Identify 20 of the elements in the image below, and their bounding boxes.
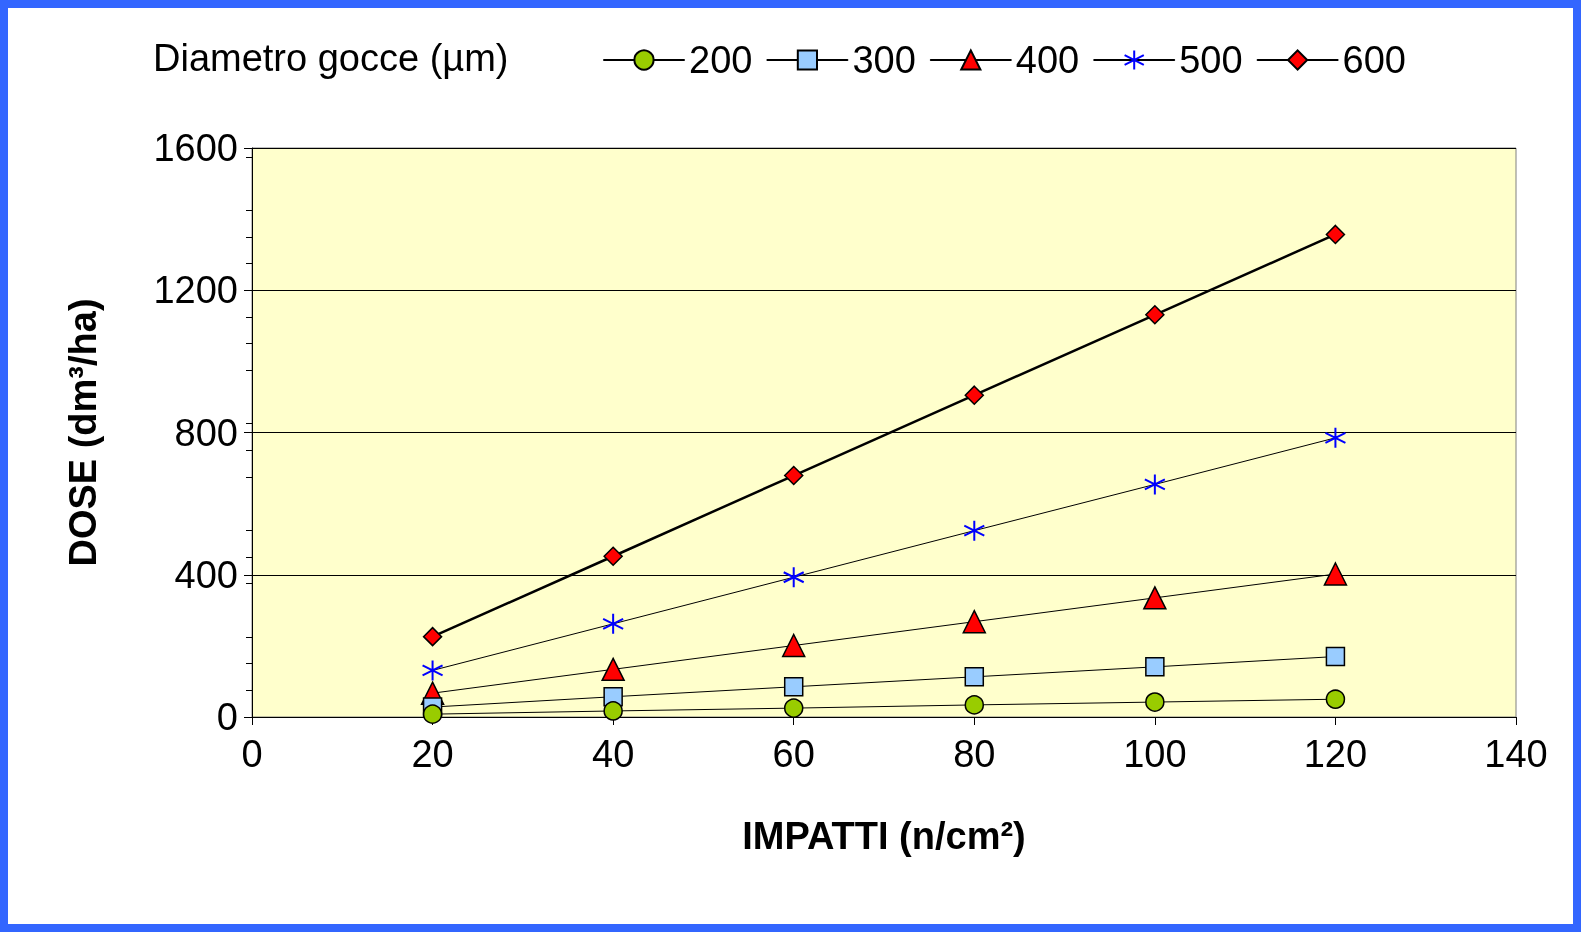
y-tick-label: 800 <box>174 411 238 454</box>
y-axis-title: DOSE (dm³/ha) <box>62 298 104 567</box>
x-tick-label: 100 <box>1123 733 1187 775</box>
legend-label: 600 <box>1342 39 1407 81</box>
x-tick-label: 140 <box>1484 733 1548 775</box>
x-tick-label: 20 <box>411 733 454 775</box>
x-tick-label: 120 <box>1303 733 1368 775</box>
x-tick-label: 80 <box>953 733 996 775</box>
legend-label: 300 <box>852 39 916 81</box>
y-tick-label: 1600 <box>153 127 238 169</box>
x-axis-title: IMPATTI (n/cm²) <box>742 815 1026 857</box>
y-tick-label: 400 <box>174 553 238 596</box>
x-tick-label: 40 <box>592 733 635 775</box>
x-tick-label: 60 <box>772 733 815 775</box>
legend-label: 400 <box>1015 39 1080 81</box>
y-tick-label: 1200 <box>153 269 238 312</box>
legend-label: 200 <box>689 39 753 81</box>
y-tick-label: 0 <box>216 696 238 738</box>
legend-title: Diametro gocce (µm) <box>153 37 509 79</box>
legend-label: 500 <box>1179 39 1243 81</box>
